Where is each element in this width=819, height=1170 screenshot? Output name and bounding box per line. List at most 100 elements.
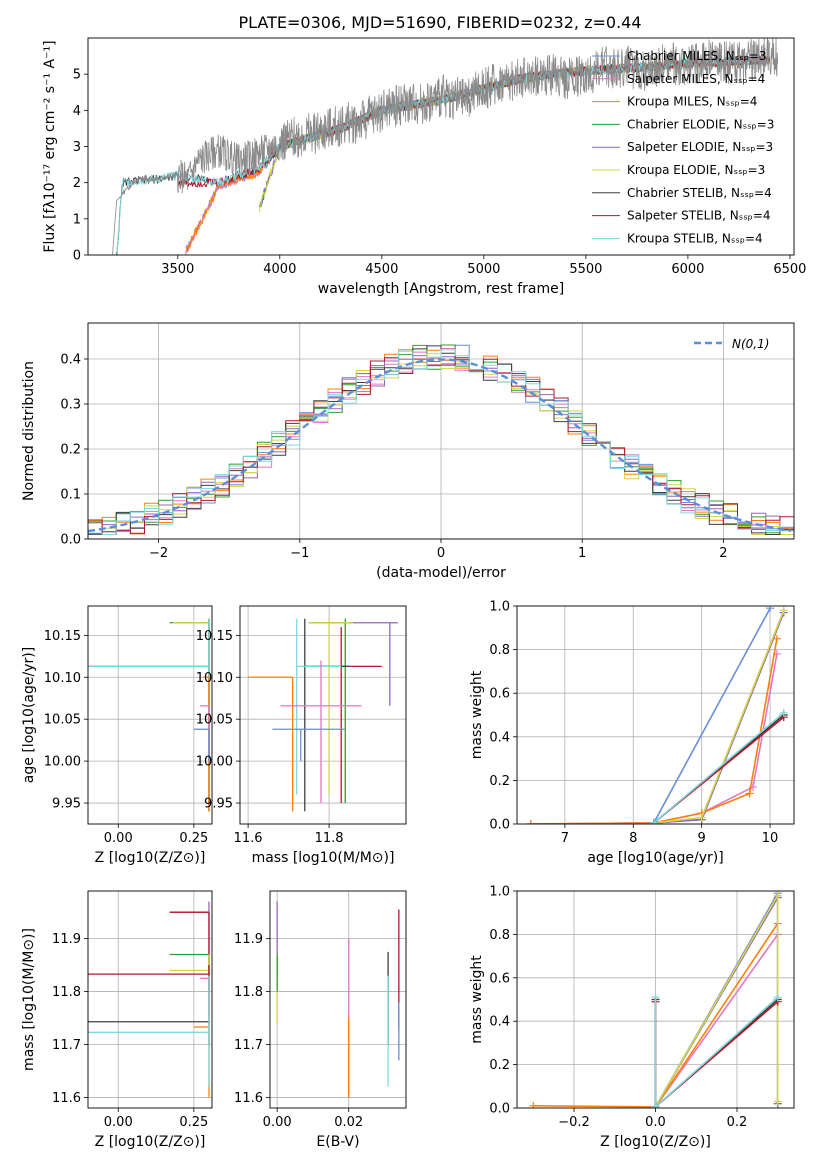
- x-axis-label: Z [log10(Z/Z⊙)]: [95, 850, 206, 866]
- x-tick-label: 0.25: [179, 1115, 208, 1130]
- x-tick-label: 0.00: [263, 1115, 292, 1130]
- x-tick-label: −0.2: [558, 1115, 590, 1130]
- x-axis-label: E(B-V): [316, 1134, 359, 1150]
- weight-marker: [773, 1097, 782, 1106]
- weight-line: [530, 607, 771, 824]
- error-bar-point: [272, 728, 346, 762]
- panel-mass-vs-ebv: 0.00 0.02 11.6 11.7 11.8 11.9 E(B-V): [234, 890, 407, 1150]
- plot-area: [248, 618, 398, 812]
- x-axis-label: (data-model)/error: [376, 565, 506, 581]
- weight-marker: [773, 993, 782, 1002]
- error-bar-point: [88, 965, 210, 1024]
- y-tick-label: 0.0: [489, 818, 510, 833]
- weight-line: [530, 638, 778, 824]
- y-tick-label: 10.00: [44, 755, 81, 770]
- x-tick-label: 7: [561, 831, 569, 846]
- error-bar-point: [88, 975, 210, 1087]
- error-bar-point: [308, 618, 354, 804]
- weight-marker: [745, 789, 754, 798]
- x-tick-label: 2: [719, 546, 727, 561]
- error-bar-point: [169, 901, 210, 1019]
- x-tick-label: 0.0: [645, 1115, 666, 1130]
- error-bar-point: [304, 626, 382, 804]
- x-axis-label: age [log10(age/yr)]: [587, 850, 723, 866]
- y-tick-label: 9.95: [204, 797, 233, 812]
- weight-marker: [773, 891, 782, 900]
- error-bar-point: [193, 1026, 210, 1098]
- y-tick-label: 1: [73, 212, 81, 227]
- y-tick-label: 0: [73, 249, 81, 264]
- legend-label: Salpeter STELIB, Nₛₛₚ=4: [627, 209, 771, 223]
- y-tick-label: 5: [73, 68, 81, 83]
- error-bar-point: [202, 676, 210, 812]
- axes-frame: [516, 605, 795, 825]
- x-tick-label: 5500: [569, 262, 602, 277]
- weight-line: [653, 610, 785, 824]
- error-bar-point: [199, 975, 210, 1024]
- error-bar-point: [280, 660, 362, 804]
- panel-mass-weight-vs-Z: −0.2 0.0 0.2 0.0 0.2 0.4 0.6 0.8 1.0 Z [log10(Z/Z…: [469, 885, 795, 1150]
- x-tick-label: 9: [698, 831, 706, 846]
- plot-area: [529, 891, 782, 1108]
- y-axis-label: mass weight: [469, 670, 485, 759]
- weight-marker: [529, 1101, 538, 1108]
- x-tick-label: 3500: [161, 262, 194, 277]
- x-tick-label: 0.00: [104, 1115, 133, 1130]
- y-tick-label: 2: [73, 176, 81, 191]
- x-tick-label: 0.02: [334, 1115, 363, 1130]
- data-spectrum-line: [112, 38, 779, 255]
- panel-mass-vs-Z: 0.00 0.25 11.6 11.7 11.8 11.9 Z [log10(Z/Z⊙)] m…: [21, 890, 213, 1150]
- error-bar-point: [308, 618, 354, 795]
- plot-area: [88, 901, 210, 1098]
- panel-residual-histogram: −2 −1 0 1 2 0.0 0.1 0.2 0.3 0.4 (data-model)/error…: [21, 322, 795, 581]
- weight-line: [654, 933, 779, 1108]
- weight-line: [653, 712, 785, 824]
- y-tick-label: 10.15: [196, 629, 233, 644]
- weight-line: [530, 653, 778, 824]
- axes-frame: [269, 890, 407, 1109]
- y-tick-label: 0.2: [489, 774, 510, 789]
- weight-marker: [779, 708, 788, 717]
- histogram-step: [88, 357, 794, 535]
- x-axis-label: wavelength [Angstrom, rest frame]: [318, 281, 564, 297]
- error-bar-point: [169, 911, 210, 992]
- y-tick-label: 11.8: [234, 985, 263, 1000]
- error-bar-point: [88, 618, 210, 795]
- axes-frame: [87, 322, 795, 540]
- legend-label: Chabrier MILES, Nₛₛₚ=3: [627, 49, 767, 63]
- weight-marker: [772, 634, 781, 643]
- legend-label: Kroupa STELIB, Nₛₛₚ=4: [627, 231, 763, 245]
- y-tick-label: 11.6: [52, 1091, 81, 1106]
- y-tick-label: 11.7: [234, 1038, 263, 1053]
- legend-label: Kroupa MILES, Nₛₛₚ=4: [627, 95, 757, 109]
- error-bar-point: [296, 618, 342, 795]
- x-tick-label: 6000: [671, 262, 704, 277]
- y-tick-label: 0.2: [489, 1058, 510, 1073]
- axes-frame: [87, 605, 213, 825]
- x-tick-label: 5000: [467, 262, 500, 277]
- error-bar-point: [88, 618, 210, 812]
- y-tick-label: 0.3: [60, 398, 81, 413]
- y-tick-label: 0.1: [60, 488, 81, 503]
- y-tick-label: 0.0: [489, 1102, 510, 1117]
- legend-label: Salpeter MILES, Nₛₛₚ=4: [627, 72, 765, 86]
- gaussian-reference-line: [88, 358, 792, 533]
- plot-area: [88, 618, 210, 812]
- weight-line: [653, 612, 785, 824]
- x-tick-label: 4500: [365, 262, 398, 277]
- axes-frame: [239, 605, 407, 825]
- plot-area: [88, 344, 794, 535]
- panel-mass-weight-vs-age: 7 8 9 10 0.0 0.2 0.4 0.6 0.8 1.0 age [log10(age/yr…: [469, 600, 795, 866]
- y-tick-label: 1.0: [489, 600, 510, 615]
- y-tick-label: 0.0: [60, 533, 81, 548]
- weight-marker: [651, 993, 660, 1002]
- x-axis-label: Z [log10(Z/Z⊙)]: [95, 1134, 206, 1150]
- y-tick-label: 0.4: [489, 1015, 510, 1030]
- x-tick-label: 8: [629, 831, 637, 846]
- legend-label: Kroupa ELODIE, Nₛₛₚ=3: [627, 163, 765, 177]
- y-tick-label: 0.6: [489, 687, 510, 702]
- x-tick-label: 4000: [263, 262, 296, 277]
- error-bar-point: [169, 953, 210, 992]
- axes-frame: [87, 890, 213, 1109]
